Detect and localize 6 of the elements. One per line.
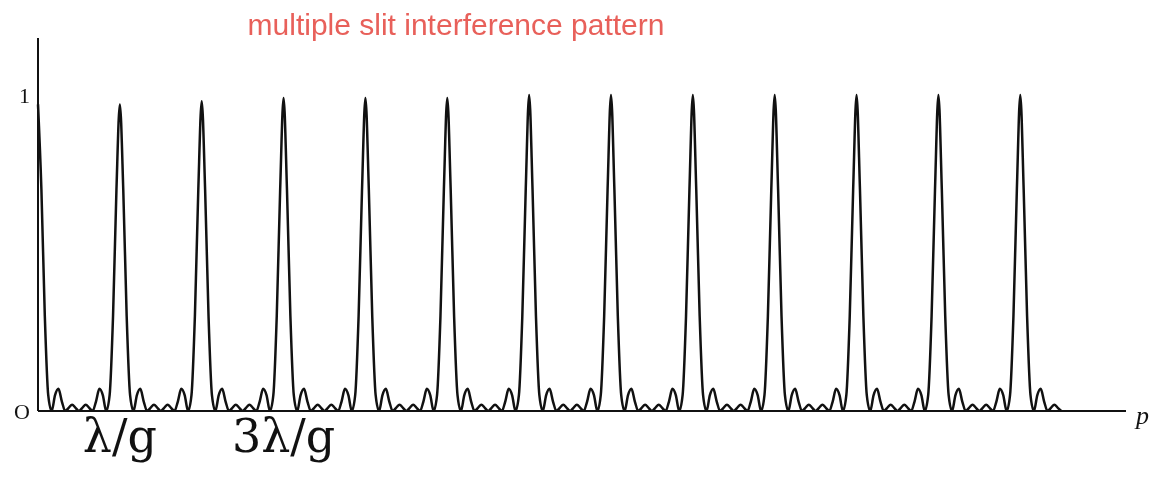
x-axis-title: p xyxy=(1134,401,1149,431)
text: 1 xyxy=(19,82,30,108)
x-tick-label: λ/g xyxy=(82,408,157,463)
x-tick-label: 3λ/g xyxy=(231,408,336,463)
chart-title: multiple slit interference pattern xyxy=(246,8,666,42)
text: O xyxy=(14,398,30,424)
